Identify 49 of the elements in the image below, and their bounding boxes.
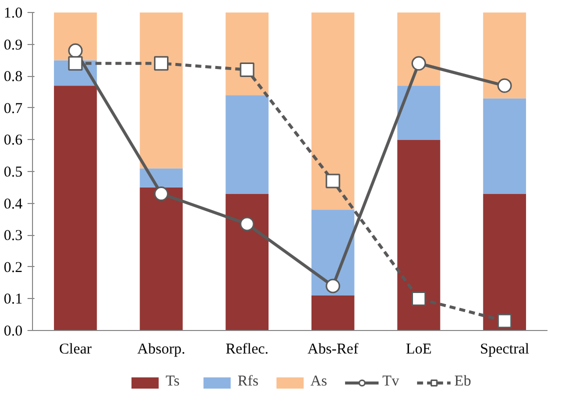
bar bbox=[311, 12, 354, 210]
legend-label: Tv bbox=[382, 374, 400, 390]
point bbox=[497, 78, 512, 93]
y-tick-label: 0.2 bbox=[4, 260, 22, 276]
bar bbox=[483, 194, 526, 330]
legend-label: Eb bbox=[454, 374, 472, 390]
bar bbox=[483, 98, 526, 194]
legend-label: As bbox=[310, 374, 328, 390]
y-tick-label: 0.5 bbox=[4, 164, 22, 180]
y-tick-label: 0.8 bbox=[4, 69, 22, 86]
bar bbox=[226, 95, 269, 194]
point bbox=[412, 291, 426, 306]
point bbox=[68, 56, 83, 71]
bar bbox=[483, 12, 526, 98]
point bbox=[412, 56, 426, 71]
x-tick-label: Clear bbox=[59, 342, 92, 358]
point bbox=[68, 43, 83, 58]
point bbox=[154, 56, 168, 71]
legend-label: Ts bbox=[166, 374, 181, 390]
legend-label: Rfs bbox=[238, 374, 258, 390]
y-tick-label: 0.7 bbox=[4, 100, 23, 117]
point bbox=[154, 186, 168, 201]
bar bbox=[140, 168, 183, 188]
y-tick-label: 1.0 bbox=[4, 6, 22, 22]
x-tick-label: Absorp. bbox=[137, 342, 186, 358]
y-tick-label: 0.3 bbox=[4, 228, 22, 244]
x-tick-label: Abs-Ref bbox=[308, 342, 358, 358]
x-tick-label: LoE bbox=[406, 342, 432, 358]
bar bbox=[140, 12, 183, 168]
y-tick-label: 0.9 bbox=[4, 37, 22, 54]
bar bbox=[226, 194, 269, 330]
point bbox=[240, 216, 254, 232]
bar bbox=[140, 187, 183, 330]
point bbox=[326, 278, 340, 294]
y-tick-label: 0.1 bbox=[4, 292, 22, 308]
y-tick-label: 0.4 bbox=[4, 196, 23, 212]
y-tick-label: 0.0 bbox=[4, 324, 22, 340]
bar bbox=[311, 296, 354, 330]
bar bbox=[54, 86, 97, 330]
point bbox=[240, 62, 254, 77]
bar bbox=[397, 140, 440, 330]
point bbox=[497, 314, 512, 328]
x-tick-label: Spectral bbox=[480, 342, 530, 358]
point bbox=[326, 174, 340, 188]
bar bbox=[397, 12, 440, 86]
bar bbox=[226, 12, 269, 96]
x-tick-label: Reflec. bbox=[226, 342, 269, 358]
bar bbox=[397, 86, 440, 140]
y-tick-label: 0.6 bbox=[4, 132, 23, 149]
